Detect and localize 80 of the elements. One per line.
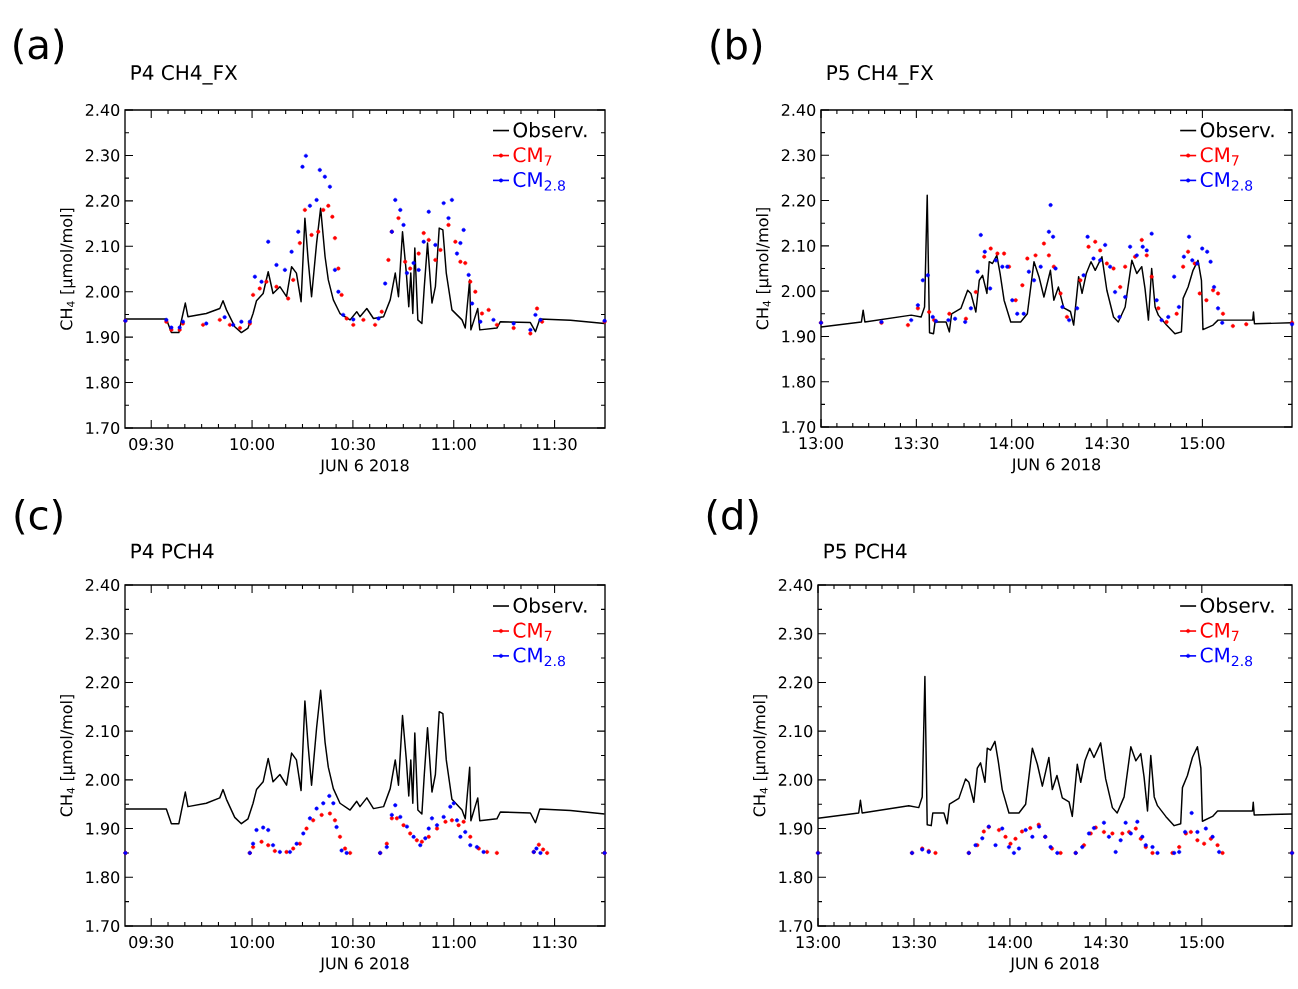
x-tick-label: 11:30 (533, 438, 577, 451)
y-tick-label: 1.90 (86, 331, 120, 344)
x-tick-label: 14:30 (1085, 437, 1130, 450)
y-tick-label: 2.00 (781, 285, 816, 298)
y-tick-label: 2.20 (85, 194, 120, 207)
x-tick-label: 13:00 (799, 437, 843, 450)
y-tick-label: 2.40 (781, 103, 816, 117)
chart-title: P5 PCH4 (824, 543, 907, 559)
text: (a) (14, 28, 64, 65)
legend-label: CM$_{7}$ (513, 622, 552, 642)
x-tick-label: 15:00 (1180, 936, 1224, 949)
x-tick-label: 09:30 (129, 936, 174, 949)
x-tick-label: 11:00 (432, 936, 476, 949)
legend-label: CM$_{7}$ (1200, 147, 1239, 166)
x-tick-label: 10:30 (331, 936, 375, 949)
y-tick-label: 1.80 (86, 376, 120, 389)
y-axis-title: CH$_{4}$ [µmol/mol] (60, 208, 76, 330)
y-tick-label: 2.00 (778, 773, 813, 786)
legend-label: Observ. (1200, 597, 1274, 613)
x-axis-title: JUN 6 2018 (1009, 957, 1099, 973)
y-tick-label: 2.30 (85, 627, 120, 640)
legend-label: CM$_{2.8}$ (1200, 647, 1253, 667)
legend-label: Observ. (1200, 121, 1274, 138)
text: (c) (15, 498, 62, 535)
y-tick-label: 2.40 (85, 103, 120, 117)
y-axis-title: CH$_{4}$ [µmol/mol] (60, 695, 76, 817)
x-tick-label: 10:00 (230, 438, 275, 451)
x-tick-label: 14:00 (990, 437, 1034, 450)
y-tick-label: 1.90 (779, 822, 813, 835)
y-tick-label: 1.90 (782, 330, 816, 343)
y-tick-label: 2.20 (85, 676, 120, 689)
x-axis-title: JUN 6 2018 (319, 957, 409, 973)
y-tick-label: 2.30 (778, 627, 813, 640)
x-tick-label: 11:00 (432, 438, 476, 451)
x-tick-label: 15:00 (1181, 437, 1225, 450)
legend-label: Observ. (513, 597, 587, 613)
y-tick-label: 2.10 (781, 239, 816, 252)
legend-label: CM$_{2.8}$ (513, 171, 565, 191)
y-tick-label: 2.10 (85, 240, 120, 253)
legend-label: CM$_{7}$ (1200, 622, 1239, 642)
y-tick-label: 1.70 (779, 919, 813, 933)
legend-label: Observ. (513, 121, 587, 138)
x-tick-label: 14:30 (1084, 936, 1128, 949)
text: (b) (711, 28, 762, 65)
legend-label: CM$_{2.8}$ (1200, 171, 1253, 191)
y-axis-title: CH$_{4}$ [µmol/mol] (756, 208, 772, 330)
chart-title: P5 CH4_FX (827, 65, 934, 85)
y-tick-label: 2.00 (85, 285, 120, 298)
x-axis-title: JUN 6 2018 (319, 459, 409, 475)
x-axis-title: JUN 6 2018 (1010, 458, 1101, 474)
chart-title: P4 PCH4 (131, 543, 214, 559)
y-tick-label: 2.20 (778, 676, 813, 689)
text: (d) (707, 498, 758, 535)
chart-title: P4 CH4_FX (131, 65, 238, 85)
y-tick-label: 2.40 (778, 578, 813, 592)
y-tick-label: 1.70 (86, 421, 120, 435)
y-tick-label: 2.10 (85, 725, 120, 738)
x-tick-label: 10:30 (331, 438, 375, 451)
y-tick-label: 2.00 (85, 773, 120, 786)
y-tick-label: 1.80 (782, 375, 816, 388)
x-tick-label: 10:00 (230, 936, 275, 949)
y-tick-label: 2.30 (85, 149, 120, 162)
x-tick-label: 09:30 (129, 438, 174, 451)
legend-label: CM$_{2.8}$ (513, 647, 565, 667)
x-tick-label: 11:30 (533, 936, 577, 949)
y-tick-label: 1.90 (86, 822, 120, 835)
x-tick-label: 14:00 (988, 936, 1032, 949)
x-tick-label: 13:30 (895, 437, 939, 450)
x-tick-label: 13:30 (892, 936, 936, 949)
y-tick-label: 1.70 (782, 420, 816, 434)
y-tick-label: 2.30 (781, 149, 816, 162)
y-tick-label: 1.80 (779, 871, 813, 884)
legend-label: CM$_{7}$ (513, 147, 552, 166)
y-tick-label: 1.70 (86, 919, 120, 933)
y-tick-label: 2.20 (781, 194, 816, 207)
y-tick-label: 1.80 (86, 871, 120, 884)
y-tick-label: 2.10 (778, 725, 813, 738)
y-axis-title: CH$_{4}$ [µmol/mol] (753, 695, 769, 817)
x-tick-label: 13:00 (796, 936, 840, 949)
y-tick-label: 2.40 (85, 578, 120, 592)
